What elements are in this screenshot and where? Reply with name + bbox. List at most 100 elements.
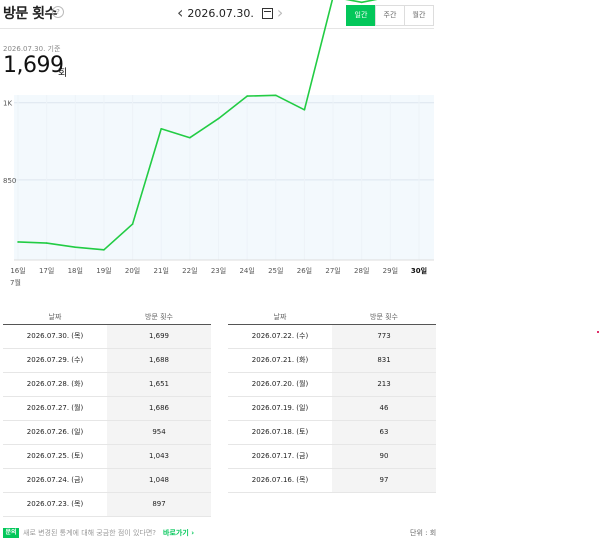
- row-visits: 213: [332, 373, 436, 396]
- row-date: 2026.07.21. (화): [251, 356, 309, 364]
- col-visits-header: 방문 횟수: [145, 313, 173, 321]
- calendar-icon[interactable]: [261, 7, 273, 19]
- col-date-header: 날짜: [48, 313, 62, 321]
- row-visits: 46: [332, 397, 436, 420]
- next-date-button[interactable]: ›: [276, 3, 284, 22]
- x-tick-label: 16일: [10, 266, 25, 275]
- x-tick-label: 19일: [96, 266, 111, 275]
- table-row: 2026.07.21. (화) 831: [228, 349, 436, 373]
- row-visits: 90: [332, 445, 436, 468]
- row-visits: 1,043: [107, 445, 211, 468]
- inquiry-text: 새로 변경된 통계에 대해 궁금한 점이 있다면?: [23, 529, 156, 537]
- table-row: 2026.07.22. (수) 773: [228, 325, 436, 349]
- row-visits: 773: [332, 325, 436, 348]
- row-date: 2026.07.28. (화): [26, 380, 84, 388]
- table-row: 2026.07.25. (토) 1,043: [3, 445, 211, 469]
- data-point: [74, 246, 77, 249]
- x-tick-label: 18일: [68, 266, 83, 275]
- row-date: 2026.07.18. (토): [251, 428, 309, 436]
- row-visits: 1,699: [107, 325, 211, 348]
- inquiry-link[interactable]: 바로가기 ›: [163, 529, 195, 537]
- row-date: 2026.07.29. (수): [26, 356, 84, 364]
- row-visits: 1,688: [107, 349, 211, 372]
- inquiry-badge: 문의: [3, 528, 19, 538]
- data-point: [17, 241, 19, 243]
- table-row: 2026.07.17. (금) 90: [228, 445, 436, 469]
- col-date-header: 날짜: [273, 313, 287, 321]
- table-header: 날짜 방문 횟수: [3, 310, 211, 325]
- chart-plot-area: [14, 95, 434, 260]
- row-visits: 63: [332, 421, 436, 444]
- y-tick-label: 850: [3, 177, 16, 185]
- row-date: 2026.07.22. (수): [251, 332, 309, 340]
- data-point: [45, 242, 48, 244]
- x-tick-label: 28일: [354, 266, 369, 275]
- x-tick-label: 17일: [39, 266, 54, 275]
- x-tick-label: 24일: [239, 266, 254, 275]
- row-date: 2026.07.19. (일): [251, 404, 309, 412]
- data-point: [103, 249, 105, 251]
- row-visits: 1,686: [107, 397, 211, 420]
- x-tick-label: 22일: [182, 266, 197, 275]
- row-date: 2026.07.25. (토): [26, 452, 84, 460]
- table-row: 2026.07.16. (목) 97: [228, 469, 436, 493]
- x-tick-label: 26일: [297, 266, 312, 275]
- cursor-dot: [597, 331, 599, 333]
- unit-label: 단위 : 회: [410, 529, 437, 537]
- divider: [0, 28, 434, 29]
- data-point: [360, 1, 363, 4]
- x-tick-label: 25일: [268, 266, 283, 275]
- table-row: 2026.07.26. (일) 954: [3, 421, 211, 445]
- table-row: 2026.07.29. (수) 1,688: [3, 349, 211, 373]
- x-tick-label: 30일: [411, 266, 427, 275]
- table-row: 2026.07.30. (목) 1,699: [3, 325, 211, 349]
- help-icon[interactable]: ?: [52, 6, 64, 18]
- data-point: [246, 95, 248, 97]
- prev-date-button[interactable]: ‹: [177, 3, 184, 22]
- visits-line-chart: 1K 850 16일 17일 18일 19일 20일 21일 22일 23일 24일 25일 26일 27…: [3, 0, 434, 287]
- col-visits-header: 방문 횟수: [370, 313, 398, 321]
- row-visits: 1,651: [107, 373, 211, 396]
- row-date: 2026.07.23. (목): [26, 500, 84, 508]
- current-date: 2026.07.30.: [187, 6, 254, 20]
- visits-table-left: 날짜 방문 횟수 2026.07.30. (목) 1,699 2026.07.29.…: [3, 310, 211, 517]
- x-tick-label: 23일: [211, 266, 226, 275]
- row-date: 2026.07.24. (금): [26, 476, 84, 484]
- tab-monthly[interactable]: 월간: [404, 5, 434, 26]
- row-date: 2026.07.20. (월): [251, 380, 309, 388]
- tab-daily[interactable]: 일간: [346, 5, 376, 26]
- table-row: 2026.07.27. (월) 1,686: [3, 397, 211, 421]
- row-visits: 97: [332, 469, 436, 492]
- visit-count-unit: 회: [58, 68, 68, 79]
- data-point: [160, 127, 163, 130]
- row-visits: 1,048: [107, 469, 211, 492]
- table-row: 2026.07.28. (화) 1,651: [3, 373, 211, 397]
- x-tick-label: 29일: [383, 266, 398, 275]
- row-date: 2026.07.26. (일): [26, 428, 84, 436]
- month-label: 7월: [10, 278, 21, 287]
- visits-table-right: 날짜 방문 횟수 2026.07.22. (수) 773 2026.07.21. (…: [228, 310, 436, 493]
- period-tabs: 일간 주간 월간: [346, 5, 434, 26]
- x-tick-label: 20일: [125, 266, 140, 275]
- page-title: 방문 횟수: [3, 6, 57, 22]
- data-point: [131, 223, 134, 225]
- row-visits: 831: [332, 349, 436, 372]
- table-header: 날짜 방문 횟수: [228, 310, 436, 325]
- visit-count-value: 1,699: [3, 53, 64, 78]
- table-row: 2026.07.23. (목) 897: [3, 493, 211, 517]
- row-date: 2026.07.30. (목): [26, 332, 84, 340]
- data-point: [303, 109, 306, 111]
- table-row: 2026.07.19. (일) 46: [228, 397, 436, 421]
- date-navigator: ‹ 2026.07.30. ›: [177, 5, 283, 21]
- row-date: 2026.07.27. (월): [26, 404, 84, 412]
- table-row: 2026.07.20. (월) 213: [228, 373, 436, 397]
- row-visits: 897: [107, 493, 211, 516]
- row-date: 2026.07.17. (금): [251, 452, 309, 460]
- table-row: 2026.07.24. (금) 1,048: [3, 469, 211, 493]
- x-tick-label: 21일: [154, 266, 169, 275]
- row-visits: 954: [107, 421, 211, 444]
- data-point: [217, 117, 220, 120]
- basis-date: 2026.07.30. 기준: [3, 45, 61, 53]
- table-row: 2026.07.18. (토) 63: [228, 421, 436, 445]
- row-date: 2026.07.16. (목): [251, 476, 309, 484]
